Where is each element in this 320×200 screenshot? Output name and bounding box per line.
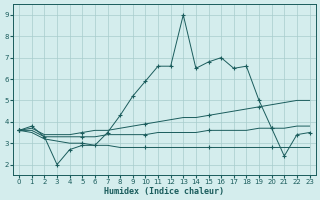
X-axis label: Humidex (Indice chaleur): Humidex (Indice chaleur) bbox=[104, 187, 224, 196]
